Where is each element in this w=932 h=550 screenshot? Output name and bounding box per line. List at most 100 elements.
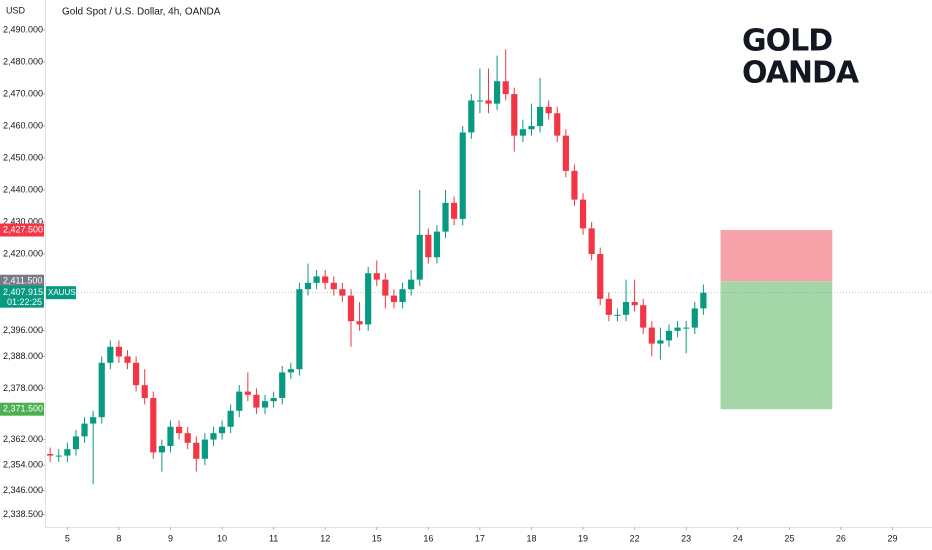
candle-body xyxy=(640,305,647,328)
x-tick-label: 15 xyxy=(372,533,382,543)
candle-body xyxy=(588,228,595,255)
x-tick-label: 19 xyxy=(578,533,588,543)
y-tick-label: 2,354.000 xyxy=(3,460,43,470)
candle-body xyxy=(468,100,475,133)
y-tick-label: 2,378.000 xyxy=(3,383,43,393)
y-tick-label: 2,430.000 xyxy=(3,216,43,226)
price-tag-label: 2,411.500 xyxy=(3,276,42,286)
candle-body xyxy=(519,129,526,136)
candle-body xyxy=(631,302,638,306)
x-tick-label: 9 xyxy=(168,533,173,543)
x-tick-label: 10 xyxy=(217,533,227,543)
x-tick-label: 23 xyxy=(681,533,691,543)
candle-body xyxy=(622,302,630,315)
candle-body xyxy=(459,132,466,219)
symbol-tag xyxy=(46,286,76,300)
candle-body xyxy=(133,362,140,386)
candle-body xyxy=(124,356,131,363)
candle-body xyxy=(451,202,458,219)
y-tick-label: 2,338.500 xyxy=(3,509,43,519)
price-tag xyxy=(0,274,44,288)
candle-body xyxy=(330,282,337,290)
candle-body xyxy=(150,397,157,453)
candle-body xyxy=(98,362,105,418)
candle-body xyxy=(158,445,165,453)
candle-body xyxy=(614,314,621,316)
candle-body xyxy=(545,106,552,114)
x-tick-label: 17 xyxy=(475,533,485,543)
watermark-line: OANDA xyxy=(742,56,860,91)
candle-body xyxy=(296,289,303,370)
countdown: 01:22:25 xyxy=(7,297,42,307)
x-tick-label: 11 xyxy=(269,533,278,543)
candle-body xyxy=(304,282,312,290)
watermark-line: GOLD xyxy=(742,24,832,59)
price-tag xyxy=(0,402,44,416)
candle-body xyxy=(253,394,260,408)
candle-body xyxy=(597,254,604,299)
y-tick-label: 2,440.000 xyxy=(3,184,43,194)
candle-body xyxy=(674,327,681,331)
price-tag xyxy=(0,285,44,308)
candle-body xyxy=(665,330,673,341)
candle-body xyxy=(270,397,277,402)
x-tick-label: 24 xyxy=(733,533,743,543)
candle-body xyxy=(347,295,355,322)
x-tick-label: 22 xyxy=(630,533,640,543)
x-tick-label: 16 xyxy=(423,533,433,543)
x-tick-label: 18 xyxy=(526,533,536,543)
candle-body xyxy=(81,423,88,437)
y-tick-label: 2,460.000 xyxy=(3,120,43,130)
y-tick-label: 2,480.000 xyxy=(3,56,43,66)
candle-body xyxy=(167,426,174,446)
candle-body xyxy=(210,433,217,440)
y-tick-label: 2,388.000 xyxy=(3,351,43,361)
candle-body xyxy=(683,327,690,329)
candle-body xyxy=(313,276,320,283)
y-tick-label: 2,420.000 xyxy=(3,248,43,258)
price-tag-label: 2,371.500 xyxy=(3,404,43,414)
candle-body xyxy=(408,279,415,290)
candle-body xyxy=(227,410,234,427)
candle-body xyxy=(373,273,380,280)
candle-body xyxy=(511,94,518,136)
stop-zone xyxy=(720,230,833,282)
currency-label: USD xyxy=(6,5,26,15)
candle-body xyxy=(184,433,191,443)
candle-body xyxy=(287,369,294,373)
chart-title: Gold Spot / U.S. Dollar, 4h, OANDA xyxy=(62,7,221,18)
candle-body xyxy=(399,289,406,303)
candle-body xyxy=(433,231,441,258)
candle-body xyxy=(390,295,398,303)
x-tick-label: 12 xyxy=(320,533,330,543)
y-tick-label: 2,470.000 xyxy=(3,88,43,98)
x-tick-label: 26 xyxy=(836,533,846,543)
y-tick-label: 2,396.000 xyxy=(3,325,43,335)
candle-body xyxy=(218,426,226,434)
y-tick-label: 2,450.000 xyxy=(3,152,43,162)
candle-body xyxy=(47,453,54,456)
candle-body xyxy=(356,321,363,325)
candle-body xyxy=(442,202,449,232)
candle-body xyxy=(365,273,372,325)
candle-body xyxy=(502,81,509,95)
candle-body xyxy=(579,199,587,229)
candle-body xyxy=(279,372,286,398)
candle-body xyxy=(193,442,200,459)
candle-body xyxy=(494,81,501,104)
x-tick-label: 5 xyxy=(65,533,70,543)
candle-body xyxy=(485,100,492,104)
price-tag-label: 2,427.500 xyxy=(3,224,43,234)
candle-body xyxy=(536,106,544,127)
candle-body xyxy=(476,100,483,102)
candle-body xyxy=(115,346,123,357)
candle-body xyxy=(657,340,664,344)
candle-body xyxy=(700,292,707,309)
candle-body xyxy=(382,279,389,296)
candle-body xyxy=(691,308,698,328)
candle-body xyxy=(175,426,183,434)
x-tick-label: 8 xyxy=(116,533,121,543)
candle-body xyxy=(554,113,561,136)
candle-body xyxy=(528,126,535,130)
candle-body xyxy=(562,135,569,171)
